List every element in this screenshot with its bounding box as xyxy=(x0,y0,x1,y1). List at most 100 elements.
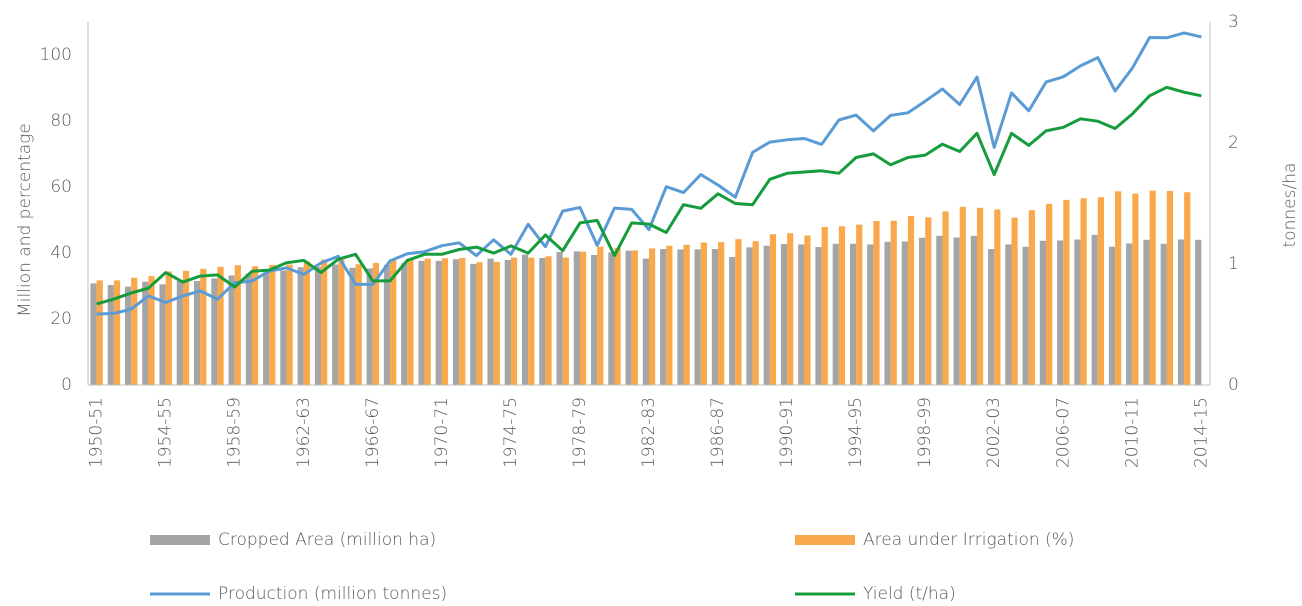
bar xyxy=(573,251,580,385)
y2-tick-label: 1 xyxy=(1228,254,1239,274)
x-tick-label: 1986-87 xyxy=(708,397,728,468)
bar xyxy=(867,244,874,385)
bar xyxy=(493,261,500,385)
bar xyxy=(556,252,563,385)
bar xyxy=(349,267,356,385)
bar xyxy=(228,275,235,385)
bar xyxy=(970,235,977,385)
bar xyxy=(631,250,638,385)
y2-tick-label: 3 xyxy=(1228,12,1239,32)
bar xyxy=(884,241,891,385)
bar xyxy=(1057,240,1064,385)
x-tick-label: 2006-07 xyxy=(1053,397,1073,468)
bar xyxy=(200,268,207,385)
x-tick-label: 2010-11 xyxy=(1122,397,1142,468)
bar xyxy=(539,257,546,385)
bar xyxy=(321,259,328,385)
bar xyxy=(148,276,155,385)
bar xyxy=(487,258,494,385)
bar xyxy=(1046,203,1053,385)
bar xyxy=(217,266,224,385)
bar xyxy=(211,278,218,385)
bar xyxy=(113,280,121,385)
bar xyxy=(159,284,166,385)
x-tick-label: 1998-99 xyxy=(915,397,935,468)
bar xyxy=(936,235,943,385)
x-tick-label: 1966-67 xyxy=(363,397,383,468)
bar xyxy=(165,271,172,385)
bar xyxy=(856,224,863,385)
bar xyxy=(1074,239,1081,385)
bar xyxy=(194,281,201,385)
bar xyxy=(107,285,114,385)
bar xyxy=(452,259,460,385)
bar xyxy=(510,257,518,385)
bar xyxy=(1039,240,1047,385)
bar xyxy=(562,257,569,385)
legend-label: Area under Irrigation (%) xyxy=(863,530,1074,550)
bar xyxy=(355,264,362,385)
y-tick-label: 0 xyxy=(61,375,72,395)
bar xyxy=(124,286,132,385)
bar xyxy=(459,257,466,385)
bar xyxy=(1080,198,1087,385)
x-tick-label: 1958-59 xyxy=(225,397,245,468)
bar xyxy=(251,266,259,385)
bar xyxy=(528,257,535,385)
bar xyxy=(873,220,880,385)
bar xyxy=(700,242,707,385)
bar xyxy=(907,216,915,385)
bar xyxy=(694,249,701,385)
y-tick-label: 20 xyxy=(50,309,72,329)
bar xyxy=(1184,192,1191,385)
bar xyxy=(96,280,103,385)
bar xyxy=(1132,193,1139,385)
bar xyxy=(625,250,632,385)
bar xyxy=(476,262,483,385)
bar xyxy=(142,281,149,385)
bar xyxy=(372,262,380,385)
bar xyxy=(1126,243,1133,385)
bar xyxy=(953,237,960,385)
bar xyxy=(591,254,598,385)
bar xyxy=(976,207,984,385)
bar xyxy=(959,206,966,385)
legend-label: Cropped Area (million ha) xyxy=(218,530,436,550)
bar xyxy=(925,217,932,385)
bar xyxy=(1097,197,1104,385)
bar xyxy=(642,258,649,385)
bar xyxy=(521,254,529,385)
bar xyxy=(787,233,794,385)
bar xyxy=(1022,246,1029,385)
x-tick-label: 1954-55 xyxy=(156,397,176,468)
bar xyxy=(711,249,719,385)
y-tick-label: 80 xyxy=(50,111,72,131)
bar xyxy=(280,270,287,385)
bar xyxy=(918,237,926,385)
bar xyxy=(1115,191,1122,385)
bar xyxy=(746,247,753,385)
bar xyxy=(1143,239,1150,385)
x-tick-label: 1978-79 xyxy=(570,397,590,468)
bar xyxy=(286,264,293,385)
bar xyxy=(435,260,442,385)
bar xyxy=(332,264,339,385)
x-tick-label: 1974-75 xyxy=(501,397,521,468)
x-tick-label: 1982-83 xyxy=(639,397,659,468)
bar xyxy=(366,268,373,385)
bar xyxy=(1011,217,1018,385)
bar xyxy=(815,247,822,385)
bar xyxy=(245,273,252,385)
bar xyxy=(832,243,839,385)
bar xyxy=(418,260,425,385)
y-tick-label: 60 xyxy=(50,177,72,197)
x-tick-label: 2014-15 xyxy=(1191,397,1211,468)
bar xyxy=(269,264,276,385)
y-tick-label: 40 xyxy=(50,243,72,263)
bar xyxy=(390,259,397,385)
bar xyxy=(504,259,511,385)
y2-tick-label: 2 xyxy=(1228,133,1239,153)
bar xyxy=(649,248,656,385)
bar xyxy=(780,244,788,385)
x-tick-label: 1962-63 xyxy=(294,397,314,468)
